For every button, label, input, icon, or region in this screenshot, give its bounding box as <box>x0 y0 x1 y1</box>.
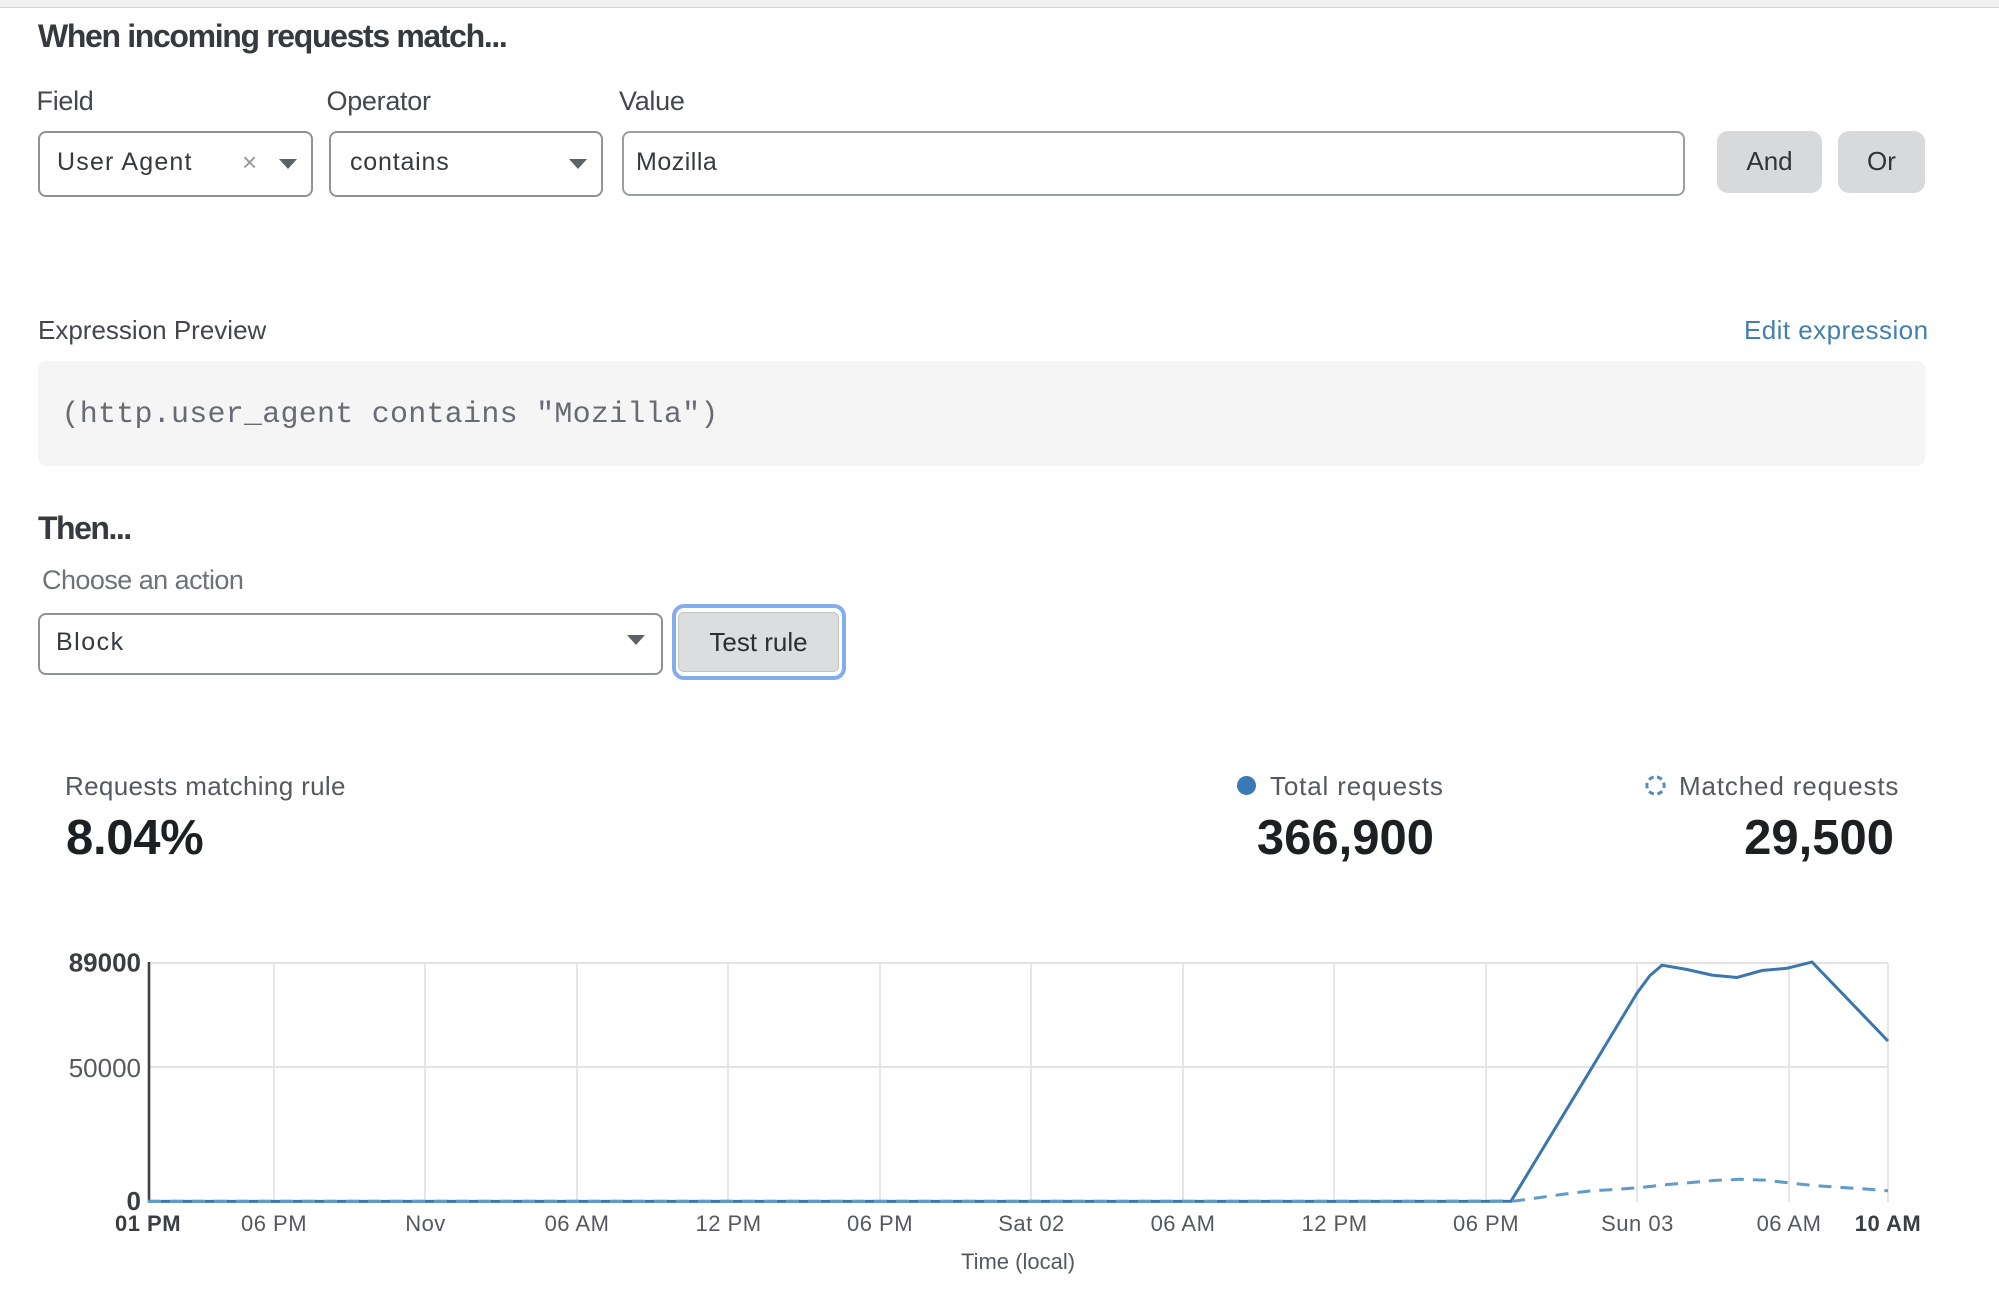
svg-text:50000: 50000 <box>69 1053 141 1083</box>
svg-text:Time (local): Time (local) <box>961 1249 1075 1274</box>
svg-text:06 PM: 06 PM <box>847 1211 913 1236</box>
svg-text:06 AM: 06 AM <box>545 1211 610 1236</box>
svg-text:06 AM: 06 AM <box>1151 1211 1216 1236</box>
svg-text:12 PM: 12 PM <box>1301 1211 1367 1236</box>
svg-text:06 PM: 06 PM <box>241 1211 307 1236</box>
svg-text:01 PM: 01 PM <box>115 1211 181 1236</box>
svg-text:89000: 89000 <box>69 948 141 978</box>
svg-text:12 PM: 12 PM <box>695 1211 761 1236</box>
svg-text:Sun 03: Sun 03 <box>1601 1211 1674 1236</box>
svg-text:Sat 02: Sat 02 <box>998 1211 1065 1236</box>
svg-text:10 AM: 10 AM <box>1855 1211 1921 1236</box>
svg-text:0: 0 <box>127 1186 141 1216</box>
svg-text:06 PM: 06 PM <box>1453 1211 1519 1236</box>
svg-text:Nov: Nov <box>405 1211 446 1236</box>
svg-text:06 AM: 06 AM <box>1757 1211 1822 1236</box>
